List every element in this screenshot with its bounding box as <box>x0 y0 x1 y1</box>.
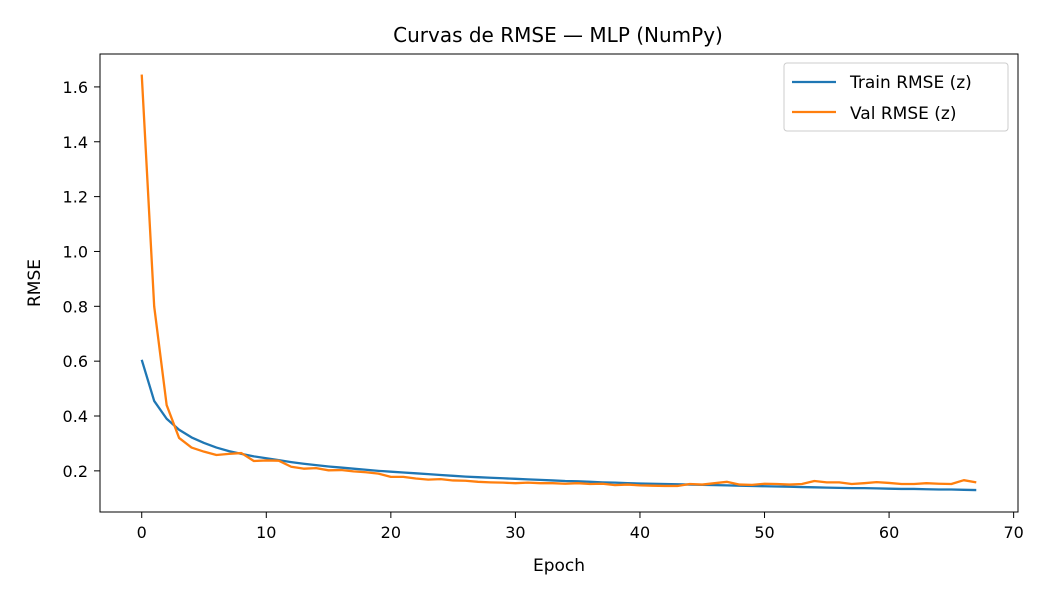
x-tick-label: 40 <box>630 523 650 542</box>
x-tick-label: 20 <box>381 523 401 542</box>
legend-box <box>783 62 1009 132</box>
y-tick-label: 0.6 <box>63 352 88 371</box>
y-tick-label: 1.4 <box>63 133 88 152</box>
plot-frame <box>99 53 1019 513</box>
chart-title: Curvas de RMSE — MLP (NumPy) <box>393 23 723 47</box>
x-tick-label: 0 <box>137 523 147 542</box>
y-tick-label: 1.6 <box>63 78 88 97</box>
y-axis-label: RMSE <box>25 259 45 307</box>
series-line-val <box>140 74 977 488</box>
x-axis-ticks: 0 10 20 30 40 50 60 70 <box>137 512 1024 542</box>
y-tick-label: 0.4 <box>63 407 88 426</box>
x-tick-label: 30 <box>505 523 525 542</box>
legend-label-train: Train RMSE (z) <box>849 73 972 93</box>
y-tick-label: 1.0 <box>63 242 88 261</box>
series-layer <box>140 74 977 492</box>
y-tick-label: 1.2 <box>63 188 88 207</box>
x-tick-label: 70 <box>1003 523 1023 542</box>
series-line-train <box>140 359 977 492</box>
legend: Train RMSE (z) Val RMSE (z) <box>783 62 1009 132</box>
x-tick-label: 10 <box>256 523 276 542</box>
x-axis-label: Epoch <box>533 556 585 576</box>
y-tick-label: 0.2 <box>63 462 88 481</box>
legend-label-val: Val RMSE (z) <box>850 104 956 124</box>
x-tick-label: 60 <box>879 523 899 542</box>
y-axis-ticks: 0.2 0.4 0.6 0.8 1.0 1.2 1.4 1.6 <box>63 78 100 481</box>
y-tick-label: 0.8 <box>63 297 88 316</box>
plot-area: 0 10 20 30 40 50 60 70 0.2 0.4 0.6 0.8 1.0 1.2 1.4 1.6 <box>63 53 1024 542</box>
x-tick-label: 50 <box>754 523 774 542</box>
